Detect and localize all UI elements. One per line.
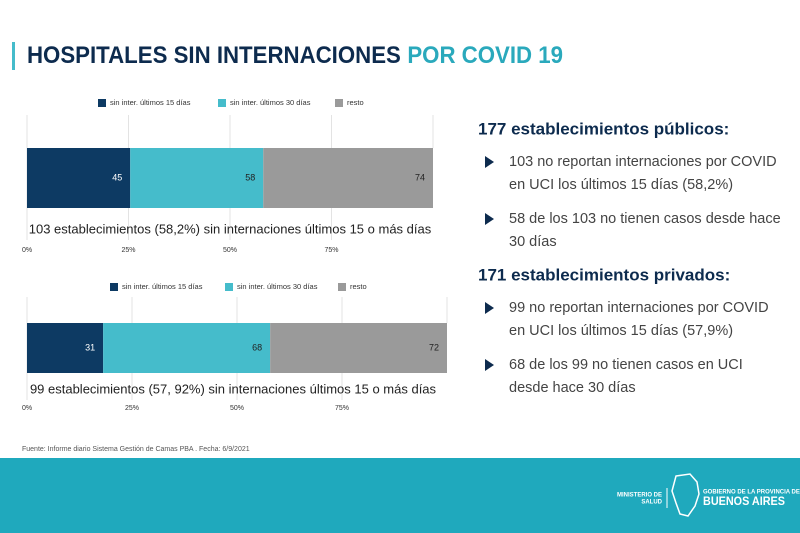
legend-label: sin inter. últimos 15 días <box>122 282 203 291</box>
x-tick-label: 25% <box>121 247 135 254</box>
bullet-text: 58 de los 103 no tienen casos desde hace <box>509 211 781 227</box>
bullet-text: 99 no reportan internaciones por COVID <box>509 300 769 316</box>
legend-swatch <box>338 283 346 291</box>
bullet-text: en UCI los últimos 15 días (57,9%) <box>509 323 733 339</box>
footer-band <box>0 458 800 533</box>
title-main: HOSPITALES SIN INTERNACIONES <box>27 42 401 69</box>
title-highlight: POR COVID 19 <box>407 42 563 69</box>
bullet-arrow <box>485 213 494 225</box>
title-accent <box>12 42 15 70</box>
x-tick-label: 0% <box>22 247 32 254</box>
legend-label: sin inter. últimos 30 días <box>230 98 311 107</box>
x-tick-label: 75% <box>335 405 349 412</box>
bullet-arrow <box>485 302 494 314</box>
legend-swatch <box>98 99 106 107</box>
bar-segment <box>270 323 447 373</box>
legend-swatch <box>110 283 118 291</box>
legend-swatch <box>335 99 343 107</box>
x-tick-label: 0% <box>22 405 32 412</box>
value-label: 74 <box>415 172 425 182</box>
title: HOSPITALES SIN INTERNACIONESPOR COVID 19 <box>27 42 563 69</box>
chart-annotation: 99 establecimientos (57, 92%) sin intern… <box>30 381 437 396</box>
legend-label: resto <box>350 282 367 291</box>
province-name: BUENOS AIRES <box>703 494 785 508</box>
legend-label: resto <box>347 98 364 107</box>
value-label: 72 <box>429 342 439 352</box>
bar-segment <box>263 148 433 208</box>
ministry-line: MINISTERIO DE <box>617 493 662 499</box>
bullet-text: 30 días <box>509 234 557 250</box>
bullet-arrow <box>485 359 494 371</box>
section-heading: 177 establecimientos públicos: <box>478 119 729 138</box>
legend-label: sin inter. últimos 30 días <box>237 282 318 291</box>
province-map <box>671 473 700 517</box>
value-label: 45 <box>112 172 122 182</box>
legend-swatch <box>218 99 226 107</box>
ministry-line: SALUD <box>641 500 662 506</box>
value-label: 58 <box>245 172 255 182</box>
x-tick-label: 50% <box>230 405 244 412</box>
source: Fuente: Informe diario Sistema Gestión d… <box>22 446 250 453</box>
bar-segment <box>130 148 264 208</box>
bar-segment <box>27 323 104 373</box>
x-tick-label: 25% <box>125 405 139 412</box>
x-tick-label: 50% <box>223 247 237 254</box>
bullet-text: en UCI los últimos 15 días (58,2%) <box>509 177 733 193</box>
section-heading: 171 establecimientos privados: <box>478 265 730 284</box>
bullet-text: 103 no reportan internaciones por COVID <box>509 154 777 170</box>
bullet-text: desde hace 30 días <box>509 380 636 396</box>
x-tick-label: 75% <box>324 247 338 254</box>
bar-segment <box>103 323 271 373</box>
legend-label: sin inter. últimos 15 días <box>110 98 191 107</box>
value-label: 68 <box>252 342 262 352</box>
bar-segment <box>27 148 131 208</box>
bullet-arrow <box>485 156 494 168</box>
bullet-text: 68 de los 99 no tienen casos en UCI <box>509 357 743 373</box>
chart-annotation: 103 establecimientos (58,2%) sin interna… <box>29 221 432 236</box>
value-label: 31 <box>85 342 95 352</box>
government-line: GOBIERNO DE LA PROVINCIA DE <box>703 490 800 496</box>
legend-swatch <box>225 283 233 291</box>
